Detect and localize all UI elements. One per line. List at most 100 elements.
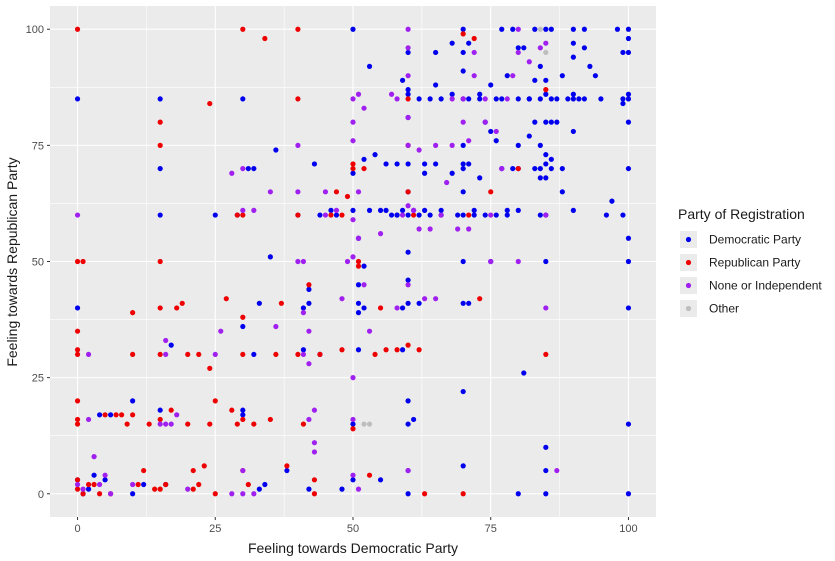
point-none-or-independent <box>300 351 307 358</box>
point-democratic-party <box>306 300 312 306</box>
point-democratic-party <box>157 165 163 172</box>
point-republican-party <box>74 347 81 353</box>
point-democratic-party <box>493 212 499 218</box>
point-republican-party <box>91 481 97 488</box>
point-democratic-party <box>422 161 428 167</box>
point-none-or-independent <box>229 491 235 497</box>
point-republican-party <box>113 412 119 418</box>
point-democratic-party <box>460 300 466 306</box>
point-democratic-party <box>449 91 455 97</box>
point-republican-party <box>152 486 158 492</box>
y-tick-label: 75 <box>32 140 44 152</box>
point-none-or-independent <box>130 481 136 488</box>
point-none-or-independent <box>306 361 312 367</box>
point-republican-party <box>190 467 196 474</box>
point-democratic-party <box>96 412 103 418</box>
point-democratic-party <box>311 161 318 167</box>
point-democratic-party <box>405 91 411 97</box>
point-none-or-independent <box>157 421 163 427</box>
point-democratic-party <box>350 207 356 213</box>
point-democratic-party <box>130 398 136 404</box>
point-republican-party <box>339 212 345 218</box>
y-tick-label: 100 <box>26 24 44 36</box>
point-none-or-independent <box>405 114 411 121</box>
point-none-or-independent <box>311 440 318 446</box>
point-republican-party <box>96 491 103 497</box>
point-republican-party <box>163 481 169 488</box>
point-democratic-party <box>581 96 587 102</box>
point-none-or-independent <box>394 96 400 102</box>
point-democratic-party <box>355 282 362 288</box>
point-republican-party <box>240 212 246 218</box>
point-none-or-independent <box>526 59 532 65</box>
point-republican-party <box>515 165 521 172</box>
point-democratic-party <box>74 305 81 311</box>
point-democratic-party <box>625 305 632 311</box>
point-democratic-party <box>565 96 571 102</box>
point-democratic-party <box>559 165 565 172</box>
point-republican-party <box>234 421 240 427</box>
point-democratic-party <box>91 472 97 478</box>
point-none-or-independent <box>333 207 340 213</box>
point-democratic-party <box>537 212 543 218</box>
point-democratic-party <box>466 300 472 306</box>
point-democratic-party <box>526 133 532 139</box>
point-democratic-party <box>570 40 576 46</box>
legend-label-none-or-independent: None or Independent <box>709 279 822 293</box>
point-democratic-party <box>405 161 411 167</box>
point-democratic-party <box>526 96 532 102</box>
point-democratic-party <box>504 73 510 79</box>
point-republican-party <box>240 26 246 32</box>
point-democratic-party <box>433 82 439 88</box>
point-democratic-party <box>141 481 147 488</box>
point-none-or-independent <box>295 189 301 195</box>
point-none-or-independent <box>251 207 257 213</box>
point-democratic-party <box>350 170 356 176</box>
point-democratic-party <box>383 207 389 213</box>
legend-marker-none-or-independent <box>685 282 692 289</box>
point-democratic-party <box>394 161 400 167</box>
point-democratic-party <box>625 258 632 265</box>
point-democratic-party <box>532 165 538 172</box>
x-tick-label: 50 <box>347 523 359 535</box>
point-republican-party <box>471 35 477 42</box>
point-democratic-party <box>130 491 136 497</box>
point-democratic-party <box>355 300 362 306</box>
x-tick-label: 0 <box>74 523 80 535</box>
point-none-or-independent <box>361 282 367 288</box>
point-democratic-party <box>333 212 340 218</box>
point-democratic-party <box>570 26 576 32</box>
point-republican-party <box>300 421 307 427</box>
point-democratic-party <box>548 26 554 32</box>
point-republican-party <box>405 342 411 348</box>
point-democratic-party <box>361 305 367 311</box>
point-republican-party <box>185 421 191 427</box>
point-none-or-independent <box>300 310 307 316</box>
point-democratic-party <box>405 87 411 93</box>
point-democratic-party <box>366 63 373 69</box>
point-democratic-party <box>625 91 632 97</box>
point-republican-party <box>295 96 301 102</box>
point-none-or-independent <box>405 45 411 51</box>
point-democratic-party <box>625 35 632 42</box>
point-democratic-party <box>510 165 516 172</box>
point-republican-party <box>543 351 549 358</box>
point-democratic-party <box>433 161 439 167</box>
point-republican-party <box>311 477 318 483</box>
point-democratic-party <box>460 161 466 167</box>
point-republican-party <box>295 212 301 218</box>
point-democratic-party <box>405 491 411 497</box>
point-none-or-independent <box>350 375 356 381</box>
point-none-or-independent <box>355 91 362 97</box>
point-none-or-independent <box>488 212 494 218</box>
point-none-or-independent <box>466 138 472 144</box>
point-democratic-party <box>614 26 621 32</box>
point-democratic-party <box>625 165 632 172</box>
point-democratic-party <box>460 258 466 265</box>
point-democratic-party <box>405 398 411 404</box>
legend-label-republican-party: Republican Party <box>709 256 800 270</box>
point-none-or-independent <box>433 296 439 302</box>
point-democratic-party <box>427 96 433 102</box>
point-none-or-independent <box>300 258 307 265</box>
